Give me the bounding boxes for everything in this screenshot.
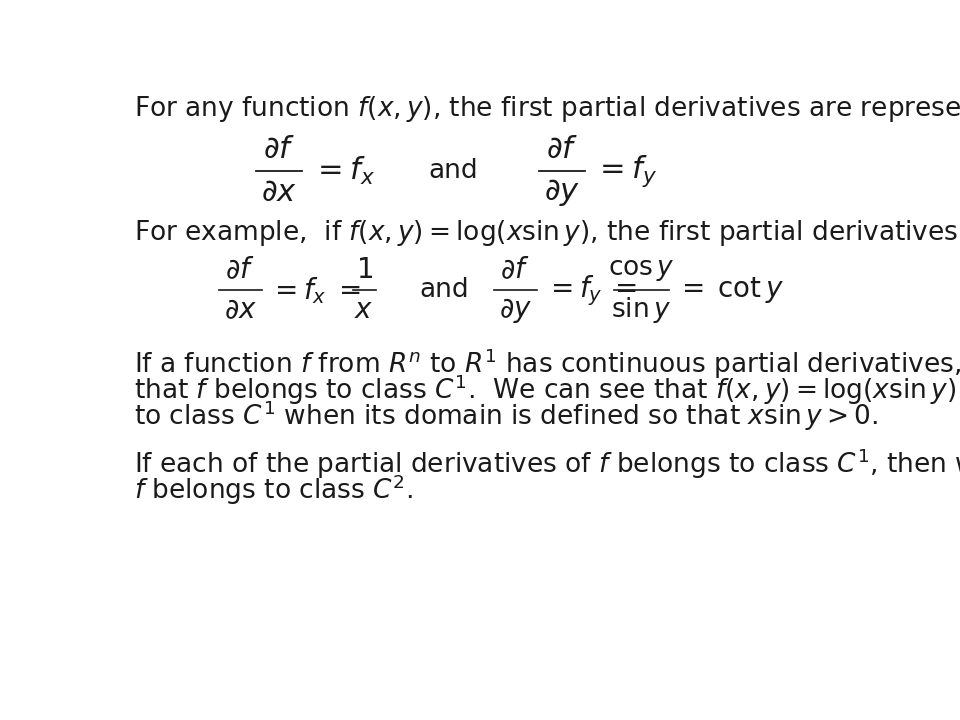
Text: $\partial f$: $\partial f$ xyxy=(263,135,295,164)
Text: $\partial f$: $\partial f$ xyxy=(545,135,578,164)
Text: For example,  if $\mathit{f}(x,y) = \log(x\sin y)$, the first partial derivative: For example, if $\mathit{f}(x,y) = \log(… xyxy=(134,217,960,248)
Text: to class $C^1$ when its domain is defined so that $\mathit{x}\sin \mathit{y} > 0: to class $C^1$ when its domain is define… xyxy=(134,399,877,433)
Text: and: and xyxy=(428,158,478,184)
Text: $= f_y$: $= f_y$ xyxy=(594,153,658,189)
Text: $\partial y$: $\partial y$ xyxy=(498,296,532,325)
Text: If a function $f$ from $R^n$ to $R^1$ has continuous partial derivatives, we say: If a function $f$ from $R^n$ to $R^1$ ha… xyxy=(134,346,960,381)
Text: $\partial f$: $\partial f$ xyxy=(500,256,530,284)
Text: $= f_x$: $= f_x$ xyxy=(312,155,375,187)
Text: and: and xyxy=(420,277,468,303)
Text: that $f$ belongs to class $C^1$.  We can see that $f(x,y) = \log(x\sin y)$ belon: that $f$ belongs to class $C^1$. We can … xyxy=(134,372,960,407)
Text: $f$ belongs to class $C^2$.: $f$ belongs to class $C^2$. xyxy=(134,472,413,507)
Text: For any function $\mathit{f}(x,y)$, the first partial derivatives are represente: For any function $\mathit{f}(x,y)$, the … xyxy=(134,94,960,125)
Text: $= f_y\;=$: $= f_y\;=$ xyxy=(544,273,636,307)
Text: If each of the partial derivatives of $f$ belongs to class $C^1$, then we say th: If each of the partial derivatives of $f… xyxy=(134,446,960,481)
Text: $x$: $x$ xyxy=(354,297,373,325)
Text: $=\;\cot y$: $=\;\cot y$ xyxy=(677,276,784,305)
Text: $\partial x$: $\partial x$ xyxy=(261,178,297,207)
Text: $\partial f$: $\partial f$ xyxy=(226,256,255,284)
Text: $= f_x\;=$: $= f_x\;=$ xyxy=(269,275,360,306)
Text: $\partial x$: $\partial x$ xyxy=(224,297,256,325)
Text: $\cos y$: $\cos y$ xyxy=(608,258,674,284)
Text: $1$: $1$ xyxy=(355,256,372,284)
Text: $\sin y$: $\sin y$ xyxy=(611,295,671,325)
Text: $\partial y$: $\partial y$ xyxy=(543,177,580,208)
